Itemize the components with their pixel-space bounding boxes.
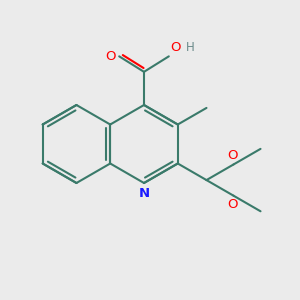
Text: O: O	[227, 198, 237, 211]
Text: O: O	[105, 50, 116, 63]
Text: N: N	[139, 187, 150, 200]
Text: O: O	[227, 149, 237, 162]
Text: O: O	[170, 41, 181, 54]
Text: H: H	[186, 41, 195, 54]
